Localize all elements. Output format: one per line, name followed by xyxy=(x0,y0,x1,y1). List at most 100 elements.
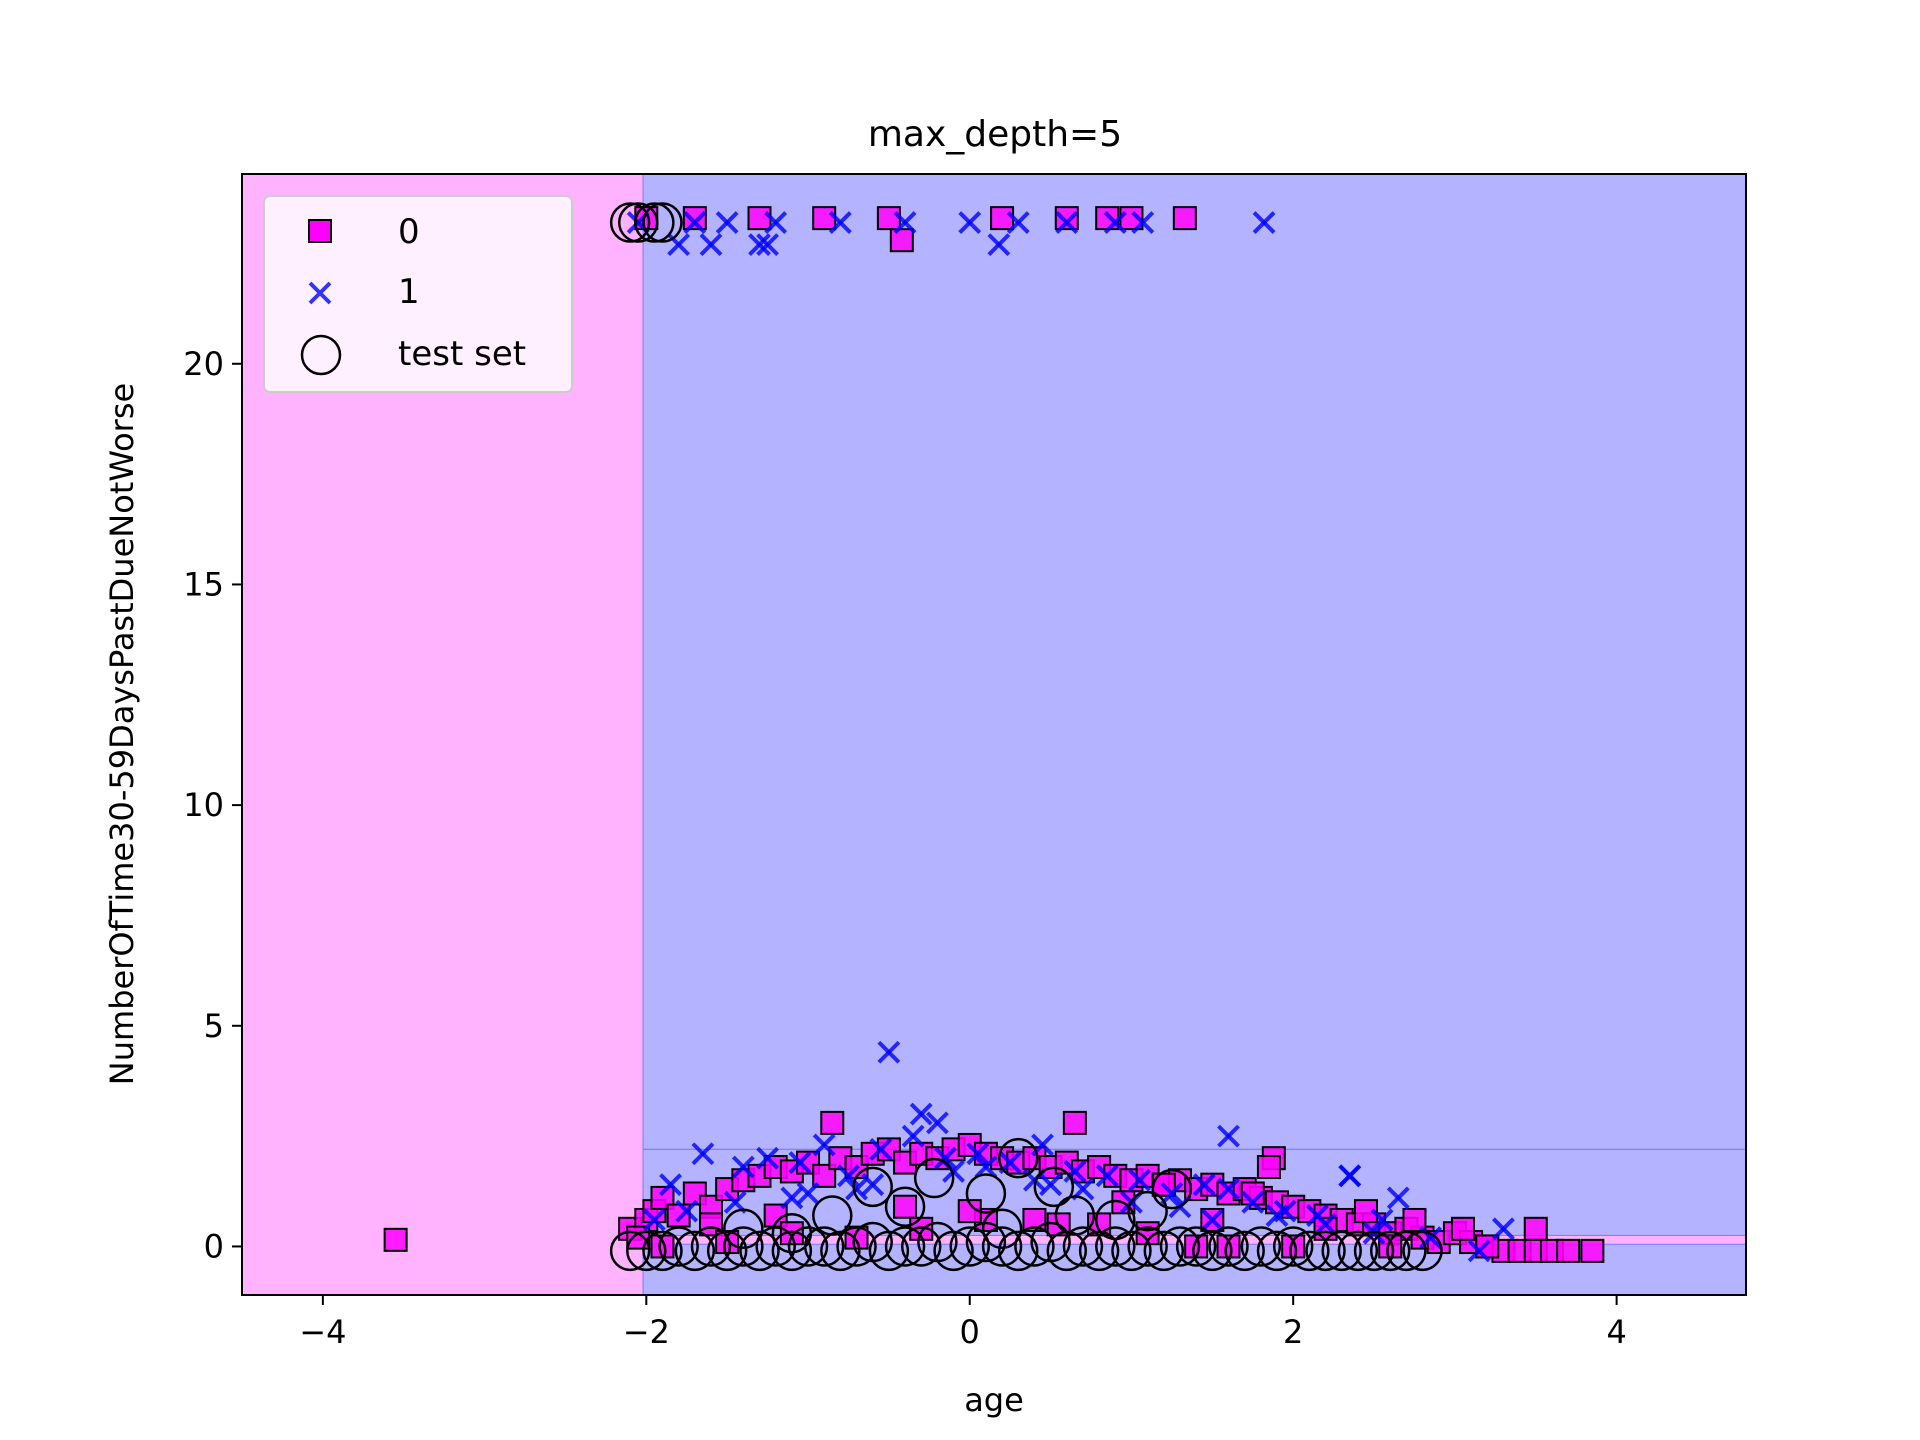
legend-x-marker xyxy=(308,281,332,305)
point-class-1-stroke xyxy=(934,1146,957,1170)
point-class-1 xyxy=(1314,1212,1337,1236)
legend-label-0: 0 xyxy=(398,212,420,252)
point-test-set xyxy=(1208,1226,1249,1267)
point-test-set xyxy=(981,1226,1023,1267)
point-class-1 xyxy=(966,1142,990,1166)
point-class-0 xyxy=(1062,1110,1087,1135)
y-tick-label: 0 xyxy=(204,1227,224,1265)
point-class-0 xyxy=(1054,206,1079,231)
point-class-1 xyxy=(1370,1208,1394,1232)
point-class-1 xyxy=(1131,211,1155,234)
point-class-1-stroke xyxy=(1160,1182,1184,1205)
y-axis: 0 5 10 15 20 xyxy=(183,345,242,1265)
point-class-1 xyxy=(642,1208,666,1232)
point-class-1 xyxy=(812,1133,836,1157)
point-class-1-stroke xyxy=(723,1190,747,1214)
point-class-1 xyxy=(1241,1190,1265,1214)
point-class-1 xyxy=(877,1040,901,1064)
point-test-set xyxy=(884,1226,926,1267)
point-class-1 xyxy=(869,1137,893,1161)
point-test-set xyxy=(1127,1190,1168,1232)
point-class-1 xyxy=(934,1146,957,1170)
point-class-0 xyxy=(812,1163,837,1188)
x-tick-label: 2 xyxy=(1283,1313,1303,1351)
x-tick-label: 4 xyxy=(1606,1313,1626,1351)
point-test-set xyxy=(1151,1168,1193,1210)
point-class-1 xyxy=(1338,1164,1362,1188)
point-test-set xyxy=(965,1221,1007,1263)
point-class-1-stroke xyxy=(1338,1164,1362,1188)
point-test-set xyxy=(1240,1226,1282,1267)
point-class-1 xyxy=(828,211,852,234)
point-class-1 xyxy=(1103,211,1127,234)
point-class-1-stroke xyxy=(780,1186,804,1210)
point-class-0 xyxy=(1095,206,1120,231)
point-test-set xyxy=(690,1226,732,1267)
point-test-set xyxy=(723,1208,764,1250)
legend: 0 1 test set xyxy=(263,195,573,393)
point-test-set xyxy=(884,1186,926,1227)
point-class-1 xyxy=(925,1111,949,1135)
point-class-0 xyxy=(1172,206,1197,231)
point-class-1 xyxy=(1039,1173,1063,1197)
point-class-1-stroke xyxy=(1492,1217,1515,1241)
point-class-1-stroke xyxy=(812,1133,836,1157)
point-test-set xyxy=(812,1195,853,1236)
legend-circle-marker xyxy=(300,334,342,376)
point-class-1-stroke xyxy=(1063,1160,1087,1183)
point-class-0 xyxy=(1556,1238,1581,1263)
point-class-1-stroke xyxy=(1252,211,1276,234)
point-class-1-stroke xyxy=(1095,1164,1119,1188)
point-class-1-stroke xyxy=(869,1137,893,1161)
point-test-set xyxy=(642,202,683,243)
point-class-1-stroke xyxy=(845,1177,868,1201)
point-test-set xyxy=(706,1230,748,1272)
point-test-set xyxy=(723,1226,764,1267)
point-test-set xyxy=(658,1226,699,1267)
point-test-set xyxy=(1143,1230,1185,1272)
point-class-0 xyxy=(990,206,1015,231)
region-class-1 xyxy=(642,173,1747,1150)
point-test-set xyxy=(1062,1226,1104,1267)
point-test-set xyxy=(998,1230,1039,1272)
y-tick-label: 5 xyxy=(204,1007,224,1045)
point-class-1 xyxy=(1217,1177,1240,1201)
point-class-1-stroke xyxy=(642,1208,666,1232)
point-test-set xyxy=(771,1230,813,1272)
point-class-1-stroke xyxy=(1314,1212,1337,1236)
point-class-1 xyxy=(780,1186,804,1210)
point-test-set xyxy=(981,1208,1023,1250)
point-test-set xyxy=(609,202,651,243)
point-class-1-stroke xyxy=(1131,211,1155,234)
point-class-1 xyxy=(1386,1186,1410,1210)
point-test-set xyxy=(1224,1230,1265,1272)
point-test-set xyxy=(1305,1230,1346,1272)
point-class-1-stroke xyxy=(1241,1190,1265,1214)
point-test-set xyxy=(771,1212,813,1254)
point-class-1 xyxy=(901,1124,925,1148)
point-class-1-stroke xyxy=(877,1040,901,1064)
point-class-0 xyxy=(1580,1238,1605,1263)
point-class-1-stroke xyxy=(861,1173,885,1197)
point-test-set xyxy=(739,1230,780,1272)
point-class-1 xyxy=(1217,1124,1240,1148)
point-class-1 xyxy=(756,233,780,257)
legend-box xyxy=(263,195,573,393)
point-class-1 xyxy=(974,1155,998,1179)
point-test-set xyxy=(852,1166,893,1208)
x-tick-label: −2 xyxy=(623,1313,670,1351)
point-test-set xyxy=(1095,1199,1136,1241)
point-class-1-stroke xyxy=(699,233,723,257)
point-test-set xyxy=(1054,1195,1096,1236)
point-class-1 xyxy=(1265,1204,1289,1227)
point-class-1-stroke xyxy=(667,233,691,257)
point-class-1 xyxy=(987,233,1011,257)
point-class-1-stroke xyxy=(1055,211,1079,234)
point-class-1 xyxy=(845,1177,868,1201)
point-class-0 xyxy=(1353,1199,1378,1224)
point-class-1-stroke xyxy=(893,211,917,234)
point-class-1-stroke xyxy=(837,1164,860,1188)
point-test-set xyxy=(1159,1226,1201,1267)
point-class-1 xyxy=(861,1173,885,1197)
point-test-set xyxy=(1192,1230,1233,1272)
